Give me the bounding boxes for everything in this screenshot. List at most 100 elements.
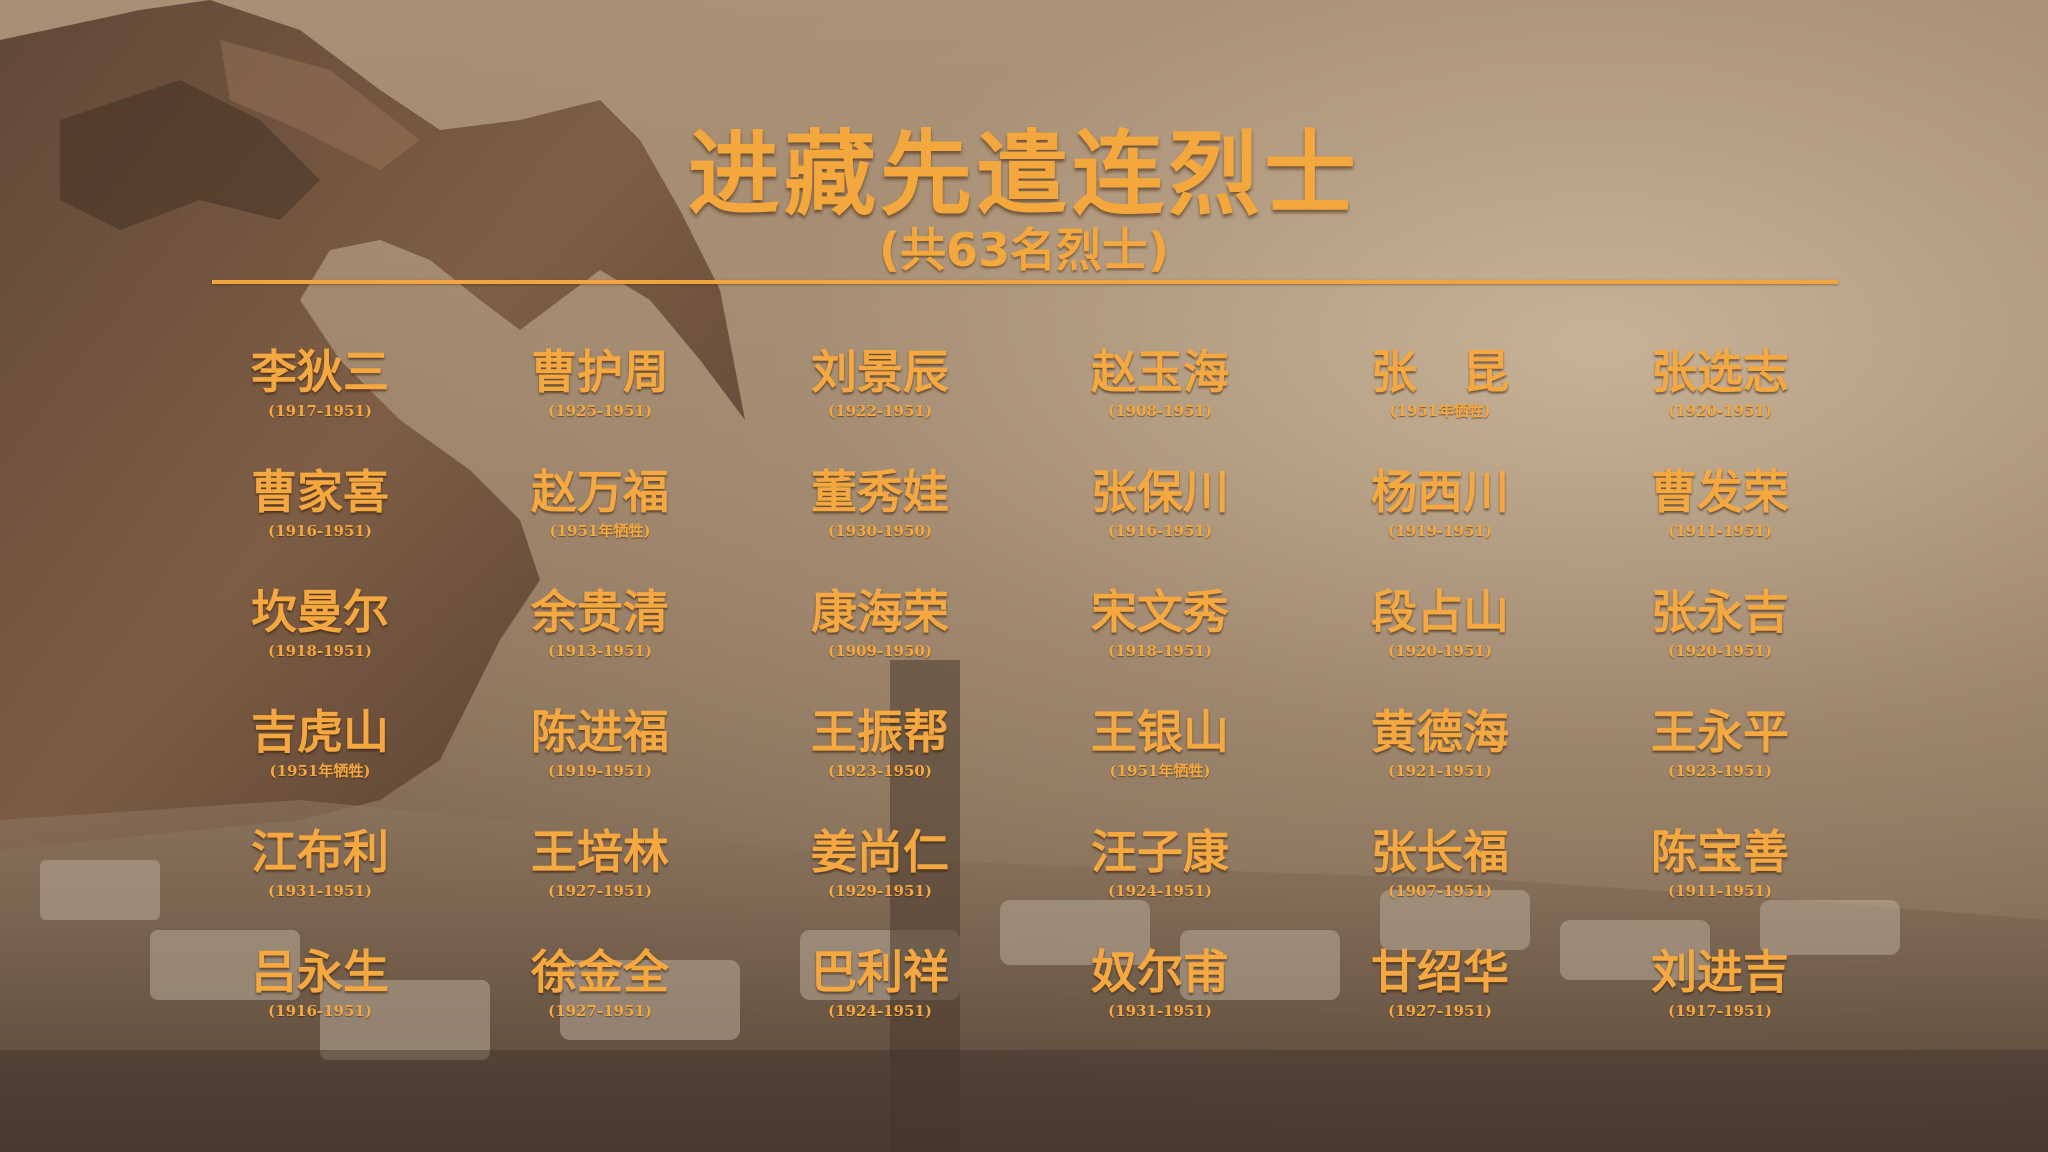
martyr-name: 宋文秀 (1091, 585, 1229, 639)
martyr-years: (1924-1951) (1108, 882, 1212, 900)
martyr-name: 陈宝善 (1651, 825, 1789, 879)
martyr-entry: 黄德海 (1921-1951) (1300, 704, 1580, 824)
martyr-name: 曹家喜 (251, 465, 389, 519)
martyr-years: (1951年牺牲) (1109, 762, 1211, 780)
martyr-name: 吕永生 (251, 945, 389, 999)
martyr-years: (1911-1951) (1668, 522, 1772, 540)
martyr-entry: 江布利 (1931-1951) (180, 824, 460, 944)
martyr-entry: 陈宝善 (1911-1951) (1580, 824, 1860, 944)
martyr-years: (1920-1951) (1668, 402, 1772, 420)
martyr-entry: 王银山 (1951年牺牲) (1020, 704, 1300, 824)
martyr-years: (1916-1951) (268, 522, 372, 540)
martyr-years: (1918-1951) (268, 642, 372, 660)
cemetery-ground-shape (0, 800, 2048, 1152)
dark-bottom-shape (0, 1050, 2048, 1152)
martyr-name: 王培林 (531, 825, 669, 879)
martyr-name: 董秀娃 (811, 465, 949, 519)
martyr-years: (1919-1951) (548, 762, 652, 780)
martyr-name-grid: 李狄三 (1917-1951) 曹护周 (1925-1951) 刘景辰 (1922-195… (180, 344, 1860, 1064)
martyr-entry: 宋文秀 (1918-1951) (1020, 584, 1300, 704)
martyr-entry: 杨西川 (1919-1951) (1300, 464, 1580, 584)
martyr-entry: 王永平 (1923-1951) (1580, 704, 1860, 824)
martyr-name: 张 昆 (1371, 345, 1509, 399)
martyr-years: (1931-1951) (268, 882, 372, 900)
martyr-entry: 段占山 (1920-1951) (1300, 584, 1580, 704)
martyr-years: (1920-1951) (1668, 642, 1772, 660)
martyr-name: 奴尔甫 (1091, 945, 1229, 999)
martyr-entry: 曹家喜 (1916-1951) (180, 464, 460, 584)
martyr-entry: 李狄三 (1917-1951) (180, 344, 460, 464)
martyr-name: 赵万福 (531, 465, 669, 519)
martyr-entry: 张 昆 (1951年牺牲) (1300, 344, 1580, 464)
martyr-name: 黄德海 (1371, 705, 1509, 759)
martyr-years: (1921-1951) (1388, 762, 1492, 780)
martyr-entry: 姜尚仁 (1929-1951) (740, 824, 1020, 944)
martyr-years: (1927-1951) (1388, 1002, 1492, 1020)
martyr-years: (1913-1951) (548, 642, 652, 660)
martyr-years: (1925-1951) (548, 402, 652, 420)
martyr-name: 吉虎山 (251, 705, 389, 759)
martyr-name: 张永吉 (1651, 585, 1789, 639)
martyr-years: (1907-1951) (1388, 882, 1492, 900)
martyr-years: (1951年牺牲) (549, 522, 651, 540)
martyr-name: 张保川 (1091, 465, 1229, 519)
martyr-name: 刘景辰 (811, 345, 949, 399)
martyr-years: (1917-1951) (268, 402, 372, 420)
page-title: 进藏先遣连烈士 (687, 121, 1360, 228)
martyr-name: 康海荣 (811, 585, 949, 639)
martyr-entry: 徐金全 (1927-1951) (460, 944, 740, 1064)
martyr-years: (1927-1951) (548, 1002, 652, 1020)
martyr-entry: 余贵清 (1913-1951) (460, 584, 740, 704)
martyr-name: 段占山 (1371, 585, 1509, 639)
martyr-name: 王永平 (1651, 705, 1789, 759)
martyr-entry: 赵万福 (1951年牺牲) (460, 464, 740, 584)
martyr-years: (1923-1950) (828, 762, 932, 780)
martyr-name: 江布利 (251, 825, 389, 879)
page-subtitle: (共63名烈士) (878, 223, 1170, 277)
martyr-entry: 王振帮 (1923-1950) (740, 704, 1020, 824)
martyr-years: (1924-1951) (828, 1002, 932, 1020)
martyr-name: 王振帮 (811, 705, 949, 759)
martyr-years: (1929-1951) (828, 882, 932, 900)
martyr-name: 赵玉海 (1091, 345, 1229, 399)
martyr-years: (1919-1951) (1388, 522, 1492, 540)
martyr-years: (1917-1951) (1668, 1002, 1772, 1020)
martyr-name: 姜尚仁 (811, 825, 949, 879)
martyr-entry: 刘景辰 (1922-1951) (740, 344, 1020, 464)
martyr-entry: 坎曼尔 (1918-1951) (180, 584, 460, 704)
martyr-name: 陈进福 (531, 705, 669, 759)
martyr-entry: 赵玉海 (1908-1951) (1020, 344, 1300, 464)
martyr-years: (1911-1951) (1668, 882, 1772, 900)
rock-texture-shape (60, 80, 320, 230)
martyr-entry: 曹发荣 (1911-1951) (1580, 464, 1860, 584)
martyr-years: (1920-1951) (1388, 642, 1492, 660)
martyr-entry: 刘进吉 (1917-1951) (1580, 944, 1860, 1064)
martyr-entry: 曹护周 (1925-1951) (460, 344, 740, 464)
martyr-name: 李狄三 (251, 345, 389, 399)
martyr-years: (1922-1951) (828, 402, 932, 420)
martyr-name: 汪子康 (1091, 825, 1229, 879)
martyr-years: (1916-1951) (268, 1002, 372, 1020)
martyr-name: 巴利祥 (811, 945, 949, 999)
tombstones-group (40, 860, 1900, 1060)
martyr-entry: 陈进福 (1919-1951) (460, 704, 740, 824)
martyr-name: 坎曼尔 (251, 585, 389, 639)
martyr-name: 刘进吉 (1651, 945, 1789, 999)
martyr-years: (1951年牺牲) (269, 762, 371, 780)
martyr-name: 杨西川 (1371, 465, 1509, 519)
martyr-entry: 吕永生 (1916-1951) (180, 944, 460, 1064)
martyr-entry: 巴利祥 (1924-1951) (740, 944, 1020, 1064)
martyr-entry: 甘绍华 (1927-1951) (1300, 944, 1580, 1064)
rock-highlight-shape (220, 40, 420, 170)
martyr-years: (1930-1950) (828, 522, 932, 540)
martyr-years: (1927-1951) (548, 882, 652, 900)
martyr-entry: 张长福 (1907-1951) (1300, 824, 1580, 944)
martyr-name: 甘绍华 (1371, 945, 1509, 999)
martyr-name: 徐金全 (531, 945, 669, 999)
mountain-ridge-shape (0, 0, 745, 850)
martyr-entry: 张选志 (1920-1951) (1580, 344, 1860, 464)
martyr-name: 张长福 (1371, 825, 1509, 879)
martyr-entry: 董秀娃 (1930-1950) (740, 464, 1020, 584)
martyr-years: (1908-1951) (1108, 402, 1212, 420)
